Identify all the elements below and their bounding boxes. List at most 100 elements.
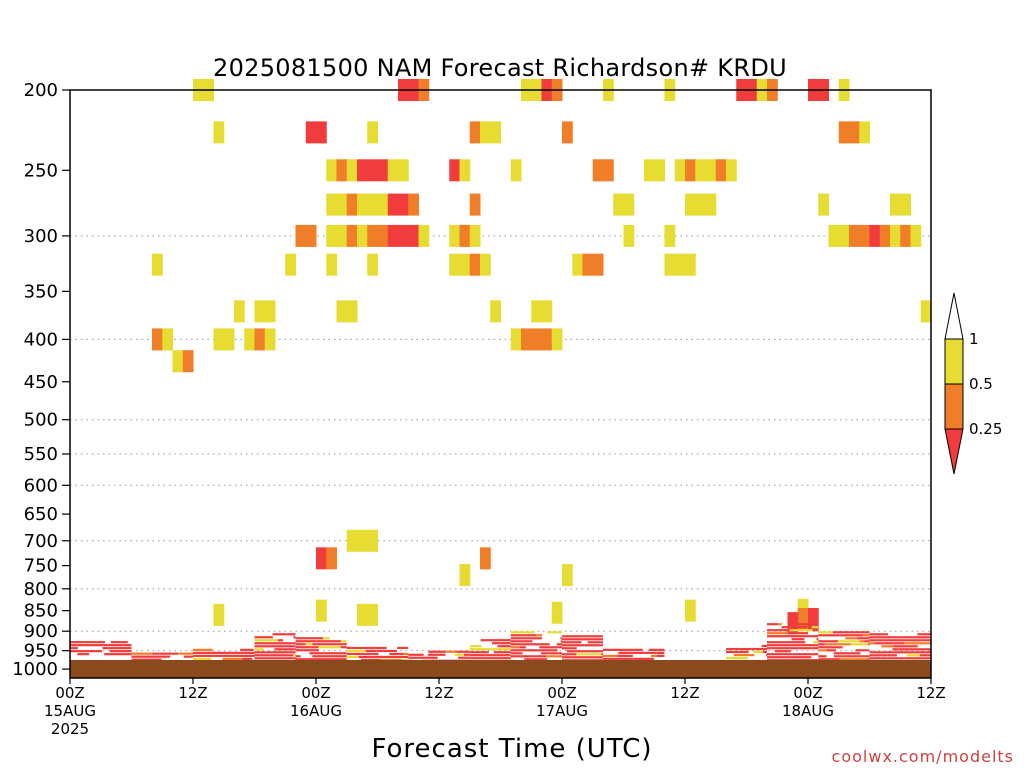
x-tick-label: 12Z [670, 684, 699, 702]
bl-stripe-red [767, 656, 792, 659]
bl-stripe-orange [767, 632, 789, 635]
legend-label: 0.25 [969, 420, 1002, 438]
legend-label: 0.5 [969, 375, 993, 393]
bl-stripe-red [856, 655, 870, 658]
bl-stripe-red [562, 653, 577, 656]
bl-stripe-red [247, 648, 254, 651]
cell-red [398, 224, 409, 247]
cell-yellow [705, 193, 717, 216]
cell-yellow [264, 300, 276, 323]
bl-stripe-red [792, 653, 811, 656]
bl-stripe-red [818, 643, 825, 646]
bl-stripe-red [102, 647, 110, 650]
bl-stripe-red [333, 658, 347, 661]
cell-yellow [562, 564, 573, 587]
bl-stripe-red [289, 651, 296, 654]
bl-stripe-red [269, 654, 283, 657]
bl-stripe-red [532, 655, 547, 658]
bl-stripe-red [924, 648, 931, 651]
bl-stripe-red [816, 644, 819, 647]
cell-yellow [367, 121, 378, 144]
cell-orange [377, 224, 389, 247]
cell-orange [367, 224, 378, 247]
cell-red [449, 159, 460, 182]
bl-stripe-red [598, 650, 603, 653]
bl-stripe-orange [904, 642, 927, 645]
bl-stripe-orange [131, 652, 153, 655]
bl-stripe-red [767, 635, 774, 638]
bl-stripe-orange [845, 637, 857, 640]
cell-orange [469, 193, 481, 216]
bl-stripe-red [239, 654, 253, 657]
bl-stripe-red [889, 639, 910, 642]
bl-stripe-red [508, 654, 511, 657]
cell-yellow [336, 300, 348, 323]
cell-yellow [726, 159, 737, 182]
bl-stripe-red [295, 643, 306, 646]
bl-stripe-red [562, 656, 573, 659]
bl-stripe-red [497, 645, 511, 648]
cell-orange [521, 328, 532, 351]
bl-stripe-red [874, 636, 899, 639]
cell-yellow [213, 328, 225, 351]
bl-stripe-orange [869, 642, 875, 645]
bl-stripe-red [103, 644, 123, 647]
cell-yellow [367, 529, 378, 552]
bl-stripe-red [627, 648, 643, 651]
bl-stripe-red [122, 644, 132, 647]
bl-stripe-red [316, 640, 341, 643]
bl-stripe-orange [850, 658, 868, 661]
bl-stripe-red [311, 646, 319, 649]
y-tick-label: 650 [24, 504, 58, 525]
bl-stripe-orange [839, 658, 851, 661]
bl-stripe-red [795, 635, 819, 638]
bl-stripe-red [365, 649, 371, 653]
bl-stripe-red [562, 638, 584, 641]
cell-yellow [223, 328, 235, 351]
bl-stripe-red [917, 633, 926, 636]
bl-stripe-orange [546, 655, 562, 658]
cell-yellow [510, 159, 522, 182]
bl-stripe-red [851, 655, 857, 658]
cell-yellow [326, 224, 337, 247]
bl-stripe-yellow [318, 646, 341, 649]
cell-yellow [695, 193, 706, 216]
ground-fill [70, 660, 931, 678]
bl-stripe-orange [777, 623, 782, 626]
cell-orange [715, 159, 727, 182]
bl-stripe-red [510, 634, 537, 637]
bl-stripe-orange [403, 652, 409, 656]
bl-stripe-red [118, 653, 132, 656]
cell-yellow [900, 193, 911, 216]
x-tick-label: 15AUG [44, 702, 96, 720]
bl-stripe-red [268, 657, 293, 660]
cell-yellow [326, 253, 337, 276]
bl-stripe-red [648, 648, 658, 651]
bl-stripe-red [295, 649, 313, 652]
bl-stripe-red [290, 645, 296, 648]
bl-stripe-red [510, 649, 522, 652]
cell-orange [346, 224, 358, 247]
data-cells [70, 79, 932, 672]
bl-stripe-red [487, 657, 499, 660]
bl-stripe-red [156, 655, 171, 658]
cell-yellow [387, 159, 399, 182]
cell-yellow [828, 224, 840, 247]
y-tick-label: 550 [24, 444, 58, 465]
bl-stripe-red [915, 636, 930, 639]
cell-orange [562, 121, 573, 144]
color-legend: 1 0.5 0.25 [944, 292, 1002, 475]
bl-stripe-red [850, 652, 861, 655]
bl-stripe-yellow [726, 656, 748, 660]
cell-orange [152, 328, 163, 351]
cell-yellow [664, 253, 676, 276]
bl-stripe-red [592, 650, 599, 653]
bl-stripe-red [540, 649, 558, 652]
bl-stripe-red [266, 651, 290, 654]
bl-stripe-red [88, 644, 104, 647]
bl-stripe-red [358, 652, 366, 656]
cell-orange [541, 328, 553, 351]
bl-stripe-red [791, 623, 814, 626]
cell-orange [408, 193, 419, 216]
bl-stripe-red [832, 631, 855, 634]
